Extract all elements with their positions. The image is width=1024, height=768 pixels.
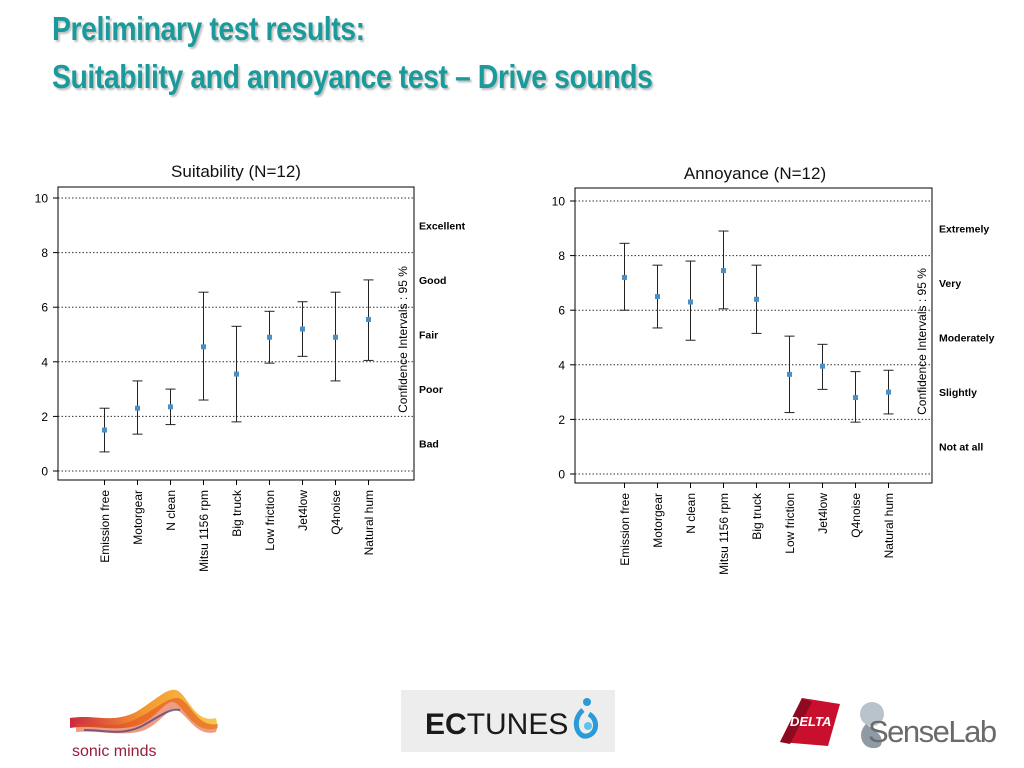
y-tick-label: 4 <box>558 358 565 372</box>
x-category-label: N clean <box>164 490 178 531</box>
mean-point <box>721 268 726 274</box>
page-title-line-1: Preliminary test results: <box>52 10 365 47</box>
page-title-line-2: Suitability and annoyance test – Drive s… <box>52 58 653 95</box>
x-category-label: Motorgear <box>651 493 665 548</box>
delta-text: DELTA <box>790 714 831 729</box>
senselab-logo: SenseLab <box>860 702 997 749</box>
mean-point <box>102 427 107 433</box>
y-tick-label: 6 <box>41 301 48 315</box>
svg-text:ECTUNES: ECTUNES <box>425 708 568 741</box>
mean-point <box>622 274 627 280</box>
mean-point <box>655 294 660 300</box>
x-category-label: Emission free <box>618 493 632 566</box>
mean-point <box>853 395 858 401</box>
sonic-minds-text: sonic minds <box>72 743 156 760</box>
x-category-label: Low friction <box>263 490 277 551</box>
mean-point <box>333 334 338 340</box>
confidence-interval-label: Confidence Intervals : 95 % <box>396 266 410 413</box>
senselab-icon <box>860 702 884 749</box>
y-tick-label: 2 <box>558 413 565 427</box>
y-tick-label: 10 <box>35 192 49 206</box>
scale-label: Extremely <box>939 223 989 235</box>
y-tick-label: 8 <box>558 249 565 263</box>
delta-logo: DELTA <box>780 698 840 746</box>
mean-point <box>300 326 305 332</box>
mean-point <box>135 405 140 411</box>
mean-point <box>234 371 239 377</box>
scale-label: Fair <box>419 330 438 342</box>
mean-point <box>688 299 693 305</box>
mean-point <box>366 316 371 322</box>
y-tick-label: 4 <box>41 355 48 369</box>
ectunes-tunes-text: TUNES <box>467 708 569 741</box>
mean-point <box>820 363 825 369</box>
x-category-label: Q4noise <box>849 493 863 538</box>
y-tick-label: 8 <box>41 246 48 260</box>
plot-frame <box>574 187 933 484</box>
chart-title: Suitability (N=12) <box>171 162 301 181</box>
scale-label: Moderately <box>939 333 995 345</box>
mean-point <box>168 404 173 410</box>
x-category-label: Big truck <box>230 489 244 537</box>
senselab-text: SenseLab <box>868 714 996 749</box>
mean-point <box>201 344 206 350</box>
mean-point <box>754 296 759 302</box>
sonic-minds-logo: sonic minds <box>70 689 218 760</box>
mean-point <box>267 334 272 340</box>
x-category-label: Natural hum <box>882 493 896 558</box>
y-tick-label: 6 <box>558 304 565 318</box>
x-category-label: Emission free <box>98 490 112 563</box>
x-category-label: Motorgear <box>131 490 145 545</box>
chart-title: Annoyance (N=12) <box>684 164 826 183</box>
confidence-interval-label: Confidence Intervals : 95 % <box>915 268 929 415</box>
y-tick-label: 2 <box>41 410 48 424</box>
scale-label: Good <box>419 275 446 287</box>
x-category-label: Jet4low <box>816 493 830 534</box>
mean-point <box>787 371 792 377</box>
x-category-label: Q4noise <box>329 490 343 535</box>
scale-label: Excellent <box>419 220 466 232</box>
ectunes-icon <box>573 698 598 739</box>
x-category-label: N clean <box>684 493 698 534</box>
mean-point <box>886 389 891 395</box>
x-category-label: Big truck <box>750 492 764 540</box>
y-tick-label: 10 <box>552 195 566 209</box>
x-category-label: Low friction <box>783 493 797 554</box>
scale-label: Slightly <box>939 387 977 399</box>
scale-label: Not at all <box>939 442 983 454</box>
y-tick-label: 0 <box>558 468 565 482</box>
ectunes-logo: ECTUNES <box>401 690 615 752</box>
scale-label: Bad <box>419 439 439 451</box>
x-category-label: Mitsu 1156 rpm <box>197 490 211 572</box>
x-category-label: Jet4low <box>296 490 310 531</box>
suitability-chart: Suitability (N=12) 0 2 4 6 8 10 Emission free Mo… <box>35 162 466 572</box>
x-category-label: Natural hum <box>362 490 376 555</box>
scale-label: Poor <box>419 384 443 396</box>
y-tick-label: 0 <box>41 465 48 479</box>
ectunes-ec-text: EC <box>425 708 467 741</box>
annoyance-chart: Annoyance (N=12) 0 2 4 6 8 10 Emission free Moto… <box>552 164 995 575</box>
scale-label: Very <box>939 278 961 290</box>
x-category-label: Mitsu 1156 rpm <box>717 493 731 575</box>
